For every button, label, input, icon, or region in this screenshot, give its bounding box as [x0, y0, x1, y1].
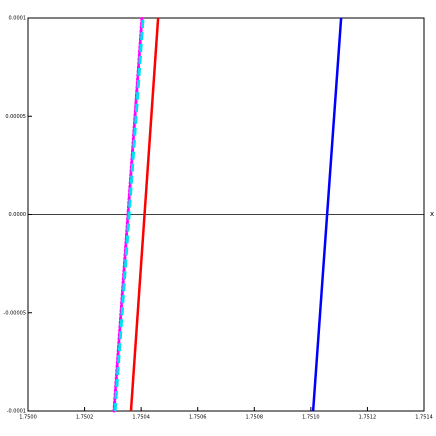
x-tick-label: 1.7514: [415, 415, 433, 421]
x-tick-label: 1.7510: [302, 415, 320, 421]
x-tick-label: 1.7502: [76, 415, 94, 421]
y-tick-label: 0.0000: [9, 212, 27, 218]
x-tick-label: 1.7500: [19, 415, 37, 421]
y-tick-label: -0.0001: [7, 409, 26, 415]
series-line: [311, 17, 343, 412]
series-line: [129, 17, 160, 412]
y-tick-label: 0.00005: [5, 114, 26, 120]
x-tick-label: 1.7504: [132, 415, 150, 421]
x-axis-label: x: [430, 210, 434, 218]
y-tick-label: 0.0001: [9, 16, 27, 22]
x-tick-label: 1.7508: [246, 415, 264, 421]
series-line: [113, 17, 145, 412]
x-tick-label: 1.7506: [189, 415, 207, 421]
y-tick-label: -0.00005: [4, 310, 26, 316]
x-tick-label: 1.7512: [359, 415, 377, 421]
